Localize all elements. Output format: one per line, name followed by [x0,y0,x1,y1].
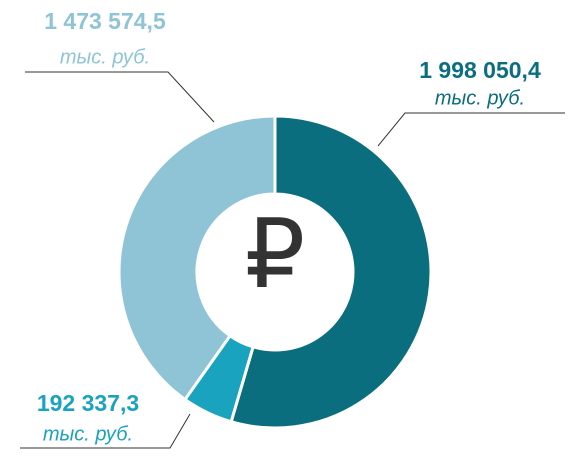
leader-line [25,71,215,123]
unit-label: тыс. руб. [435,87,525,109]
donut-slice [117,114,277,402]
donut-slice [229,114,433,430]
unit-label: тыс. руб. [43,423,133,445]
leader-line [20,413,191,449]
value-label: 1 473 574,5 [44,8,166,34]
leader-line [377,112,565,147]
value-label: 1 998 050,4 [419,57,541,83]
value-label: 192 337,3 [37,390,139,416]
center-symbol: ₽ [245,202,305,308]
unit-label: тыс. руб. [60,46,150,68]
